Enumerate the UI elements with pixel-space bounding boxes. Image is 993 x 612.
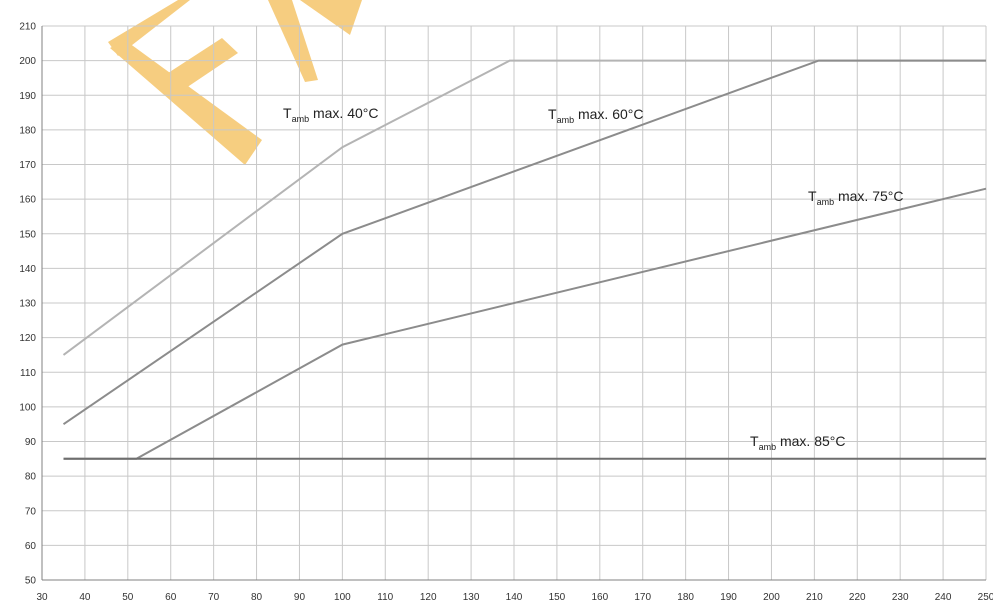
x-tick-label: 100 bbox=[334, 592, 351, 603]
y-tick-label: 80 bbox=[25, 472, 37, 483]
y-tick-label: 110 bbox=[20, 368, 36, 379]
y-tick-label: 50 bbox=[25, 576, 37, 587]
y-tick-label: 180 bbox=[19, 125, 36, 136]
x-tick-label: 130 bbox=[463, 592, 480, 603]
series-label-4: Tamb max. 85°C bbox=[750, 433, 845, 452]
y-tick-label: 140 bbox=[19, 264, 36, 275]
x-tick-label: 80 bbox=[251, 592, 263, 603]
series-line-1 bbox=[62, 59, 986, 356]
x-tick-label: 30 bbox=[36, 592, 48, 603]
y-tick-label: 150 bbox=[19, 229, 36, 240]
chart-series-group bbox=[62, 59, 987, 460]
x-tick-label: 60 bbox=[165, 592, 177, 603]
x-tick-label: 70 bbox=[208, 592, 220, 603]
x-tick-label: 190 bbox=[720, 592, 737, 603]
y-tick-label: 200 bbox=[19, 56, 36, 67]
x-tick-label: 110 bbox=[377, 592, 393, 603]
logo-watermark bbox=[108, 0, 362, 165]
y-tick-label: 160 bbox=[19, 195, 36, 206]
y-tick-label: 60 bbox=[25, 541, 37, 552]
y-tick-label: 170 bbox=[19, 160, 36, 171]
y-tick-label: 70 bbox=[25, 506, 37, 517]
x-tick-label: 180 bbox=[677, 592, 694, 603]
x-tick-label: 250 bbox=[978, 592, 993, 603]
x-tick-label: 230 bbox=[892, 592, 909, 603]
chart-series-labels: Tamb max. 40°C Tamb max. 60°C Tamb max. 75… bbox=[283, 105, 903, 452]
x-tick-label: 160 bbox=[591, 592, 608, 603]
x-tick-label: 50 bbox=[122, 592, 134, 603]
y-tick-label: 130 bbox=[19, 299, 36, 310]
y-tick-label: 210 bbox=[19, 22, 36, 33]
x-tick-label: 150 bbox=[549, 592, 566, 603]
y-tick-label: 120 bbox=[19, 333, 36, 344]
series-label-2: Tamb max. 60°C bbox=[548, 106, 643, 125]
y-tick-label: 100 bbox=[19, 402, 36, 413]
y-tick-label: 90 bbox=[25, 437, 37, 448]
x-tick-label: 120 bbox=[420, 592, 437, 603]
series-line-2 bbox=[62, 59, 986, 426]
x-tick-label: 40 bbox=[79, 592, 91, 603]
y-tick-label: 190 bbox=[19, 91, 36, 102]
x-tick-label: 140 bbox=[506, 592, 523, 603]
x-tick-label: 90 bbox=[294, 592, 306, 603]
x-tick-label: 210 bbox=[806, 592, 823, 603]
x-tick-label: 240 bbox=[935, 592, 952, 603]
series-line-3 bbox=[63, 187, 987, 460]
series-label-1: Tamb max. 40°C bbox=[283, 105, 378, 124]
x-tick-label: 170 bbox=[634, 592, 651, 603]
chart-tick-labels: 30 40 50 60 70 80 90 100 110 120 130 140 150 160 170 18… bbox=[19, 22, 993, 604]
x-tick-label: 220 bbox=[849, 592, 866, 603]
series-label-3: Tamb max. 75°C bbox=[808, 188, 903, 207]
x-tick-label: 200 bbox=[763, 592, 780, 603]
